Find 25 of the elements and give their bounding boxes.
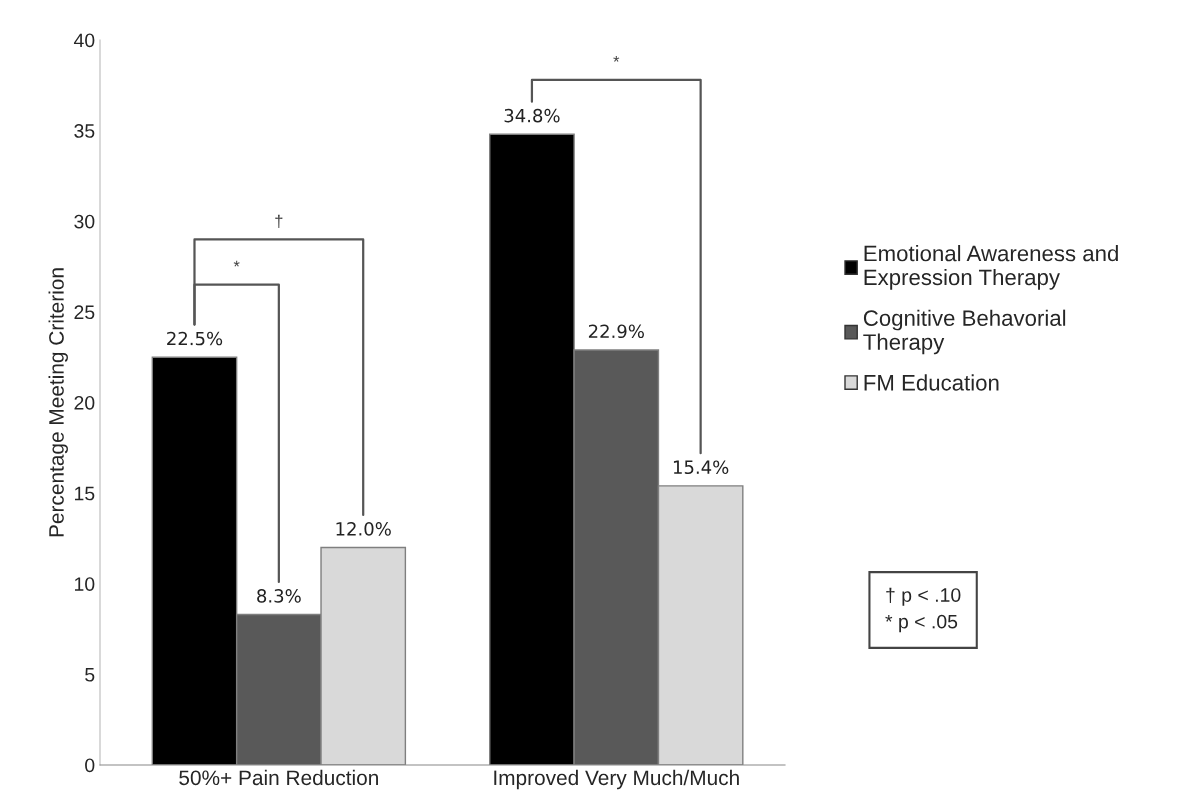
legend-label: FM Education <box>864 374 999 391</box>
y-tick-label: 35 <box>74 124 95 138</box>
annotation: * <box>613 55 620 62</box>
data-label: 15.4% <box>673 460 729 475</box>
y-tick-label: 40 <box>73 33 95 48</box>
y-axis-title: Percentage Meeting Criterion <box>48 268 68 537</box>
annotation: † <box>275 214 283 228</box>
y-tick-label: 20 <box>74 395 95 410</box>
y-tick-label: 10 <box>75 577 95 591</box>
y-tick-label: 30 <box>74 214 95 229</box>
y-tick-label: 15 <box>75 486 95 501</box>
y-tick-label: 0 <box>85 758 95 773</box>
annotation: * <box>233 260 240 267</box>
y-tick-label: 5 <box>85 668 95 682</box>
data-label: 12.0% <box>336 522 391 536</box>
legend-label: Emotional Awareness and Expression Therapy <box>864 245 1118 290</box>
x-tick-label: Improved Very Much/Much <box>494 769 739 790</box>
data-label: 8.3% <box>257 589 301 603</box>
text: † p < .10 * p < .05 <box>885 587 961 633</box>
legend-label: Cognitive Behavorial Therapy <box>863 309 1066 355</box>
x-tick-label: 50%+ Pain Reduction <box>179 769 378 786</box>
data-label: 34.8% <box>504 108 560 123</box>
y-tick-label: 25 <box>74 305 95 320</box>
data-label: 22.5% <box>167 331 223 346</box>
data-label: 22.9% <box>588 324 644 339</box>
